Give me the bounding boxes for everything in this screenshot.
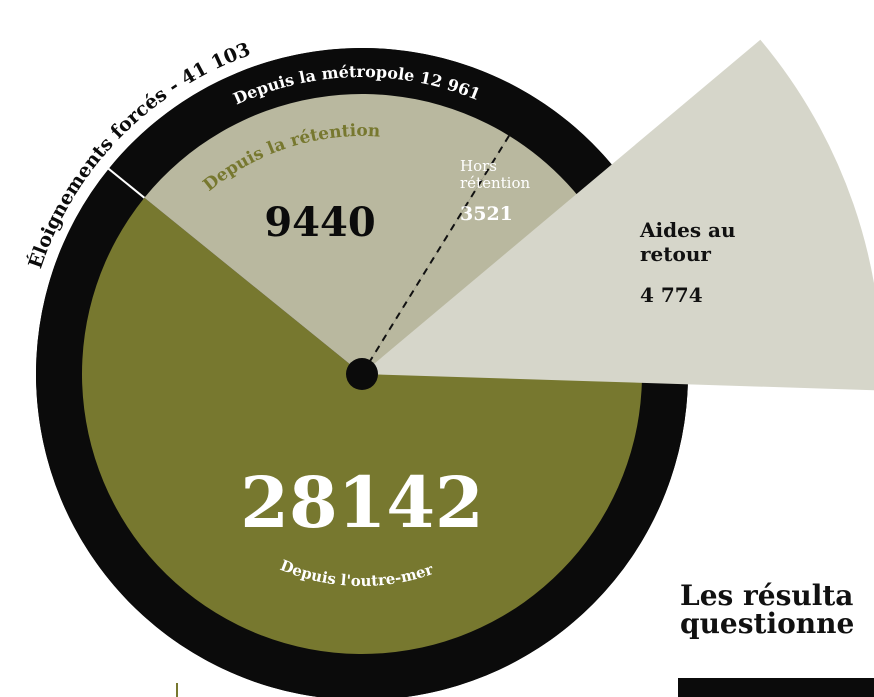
heading-line: Les résulta	[680, 579, 854, 612]
value-label: 28142	[240, 461, 484, 544]
slice	[362, 39, 874, 391]
heading-line: questionne	[680, 607, 855, 640]
separator	[106, 166, 146, 199]
value-label: 9440	[264, 199, 375, 246]
center-dot	[346, 358, 378, 390]
slice	[144, 94, 510, 375]
category-label: Aides au retour	[640, 218, 736, 266]
value-label: 4 774	[640, 283, 703, 307]
ring-segment	[36, 168, 688, 697]
category-label: Hors rétention	[460, 157, 531, 193]
rule	[176, 683, 178, 697]
dark-bar	[678, 678, 874, 697]
value-label: 3521	[460, 203, 513, 225]
ring-segment	[108, 47, 652, 245]
slice	[362, 135, 611, 374]
